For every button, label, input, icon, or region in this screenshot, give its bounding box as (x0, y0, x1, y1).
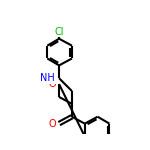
Text: Cl: Cl (54, 27, 64, 37)
Text: O: O (48, 119, 56, 129)
Text: NH: NH (40, 73, 55, 83)
Text: O: O (48, 79, 56, 89)
